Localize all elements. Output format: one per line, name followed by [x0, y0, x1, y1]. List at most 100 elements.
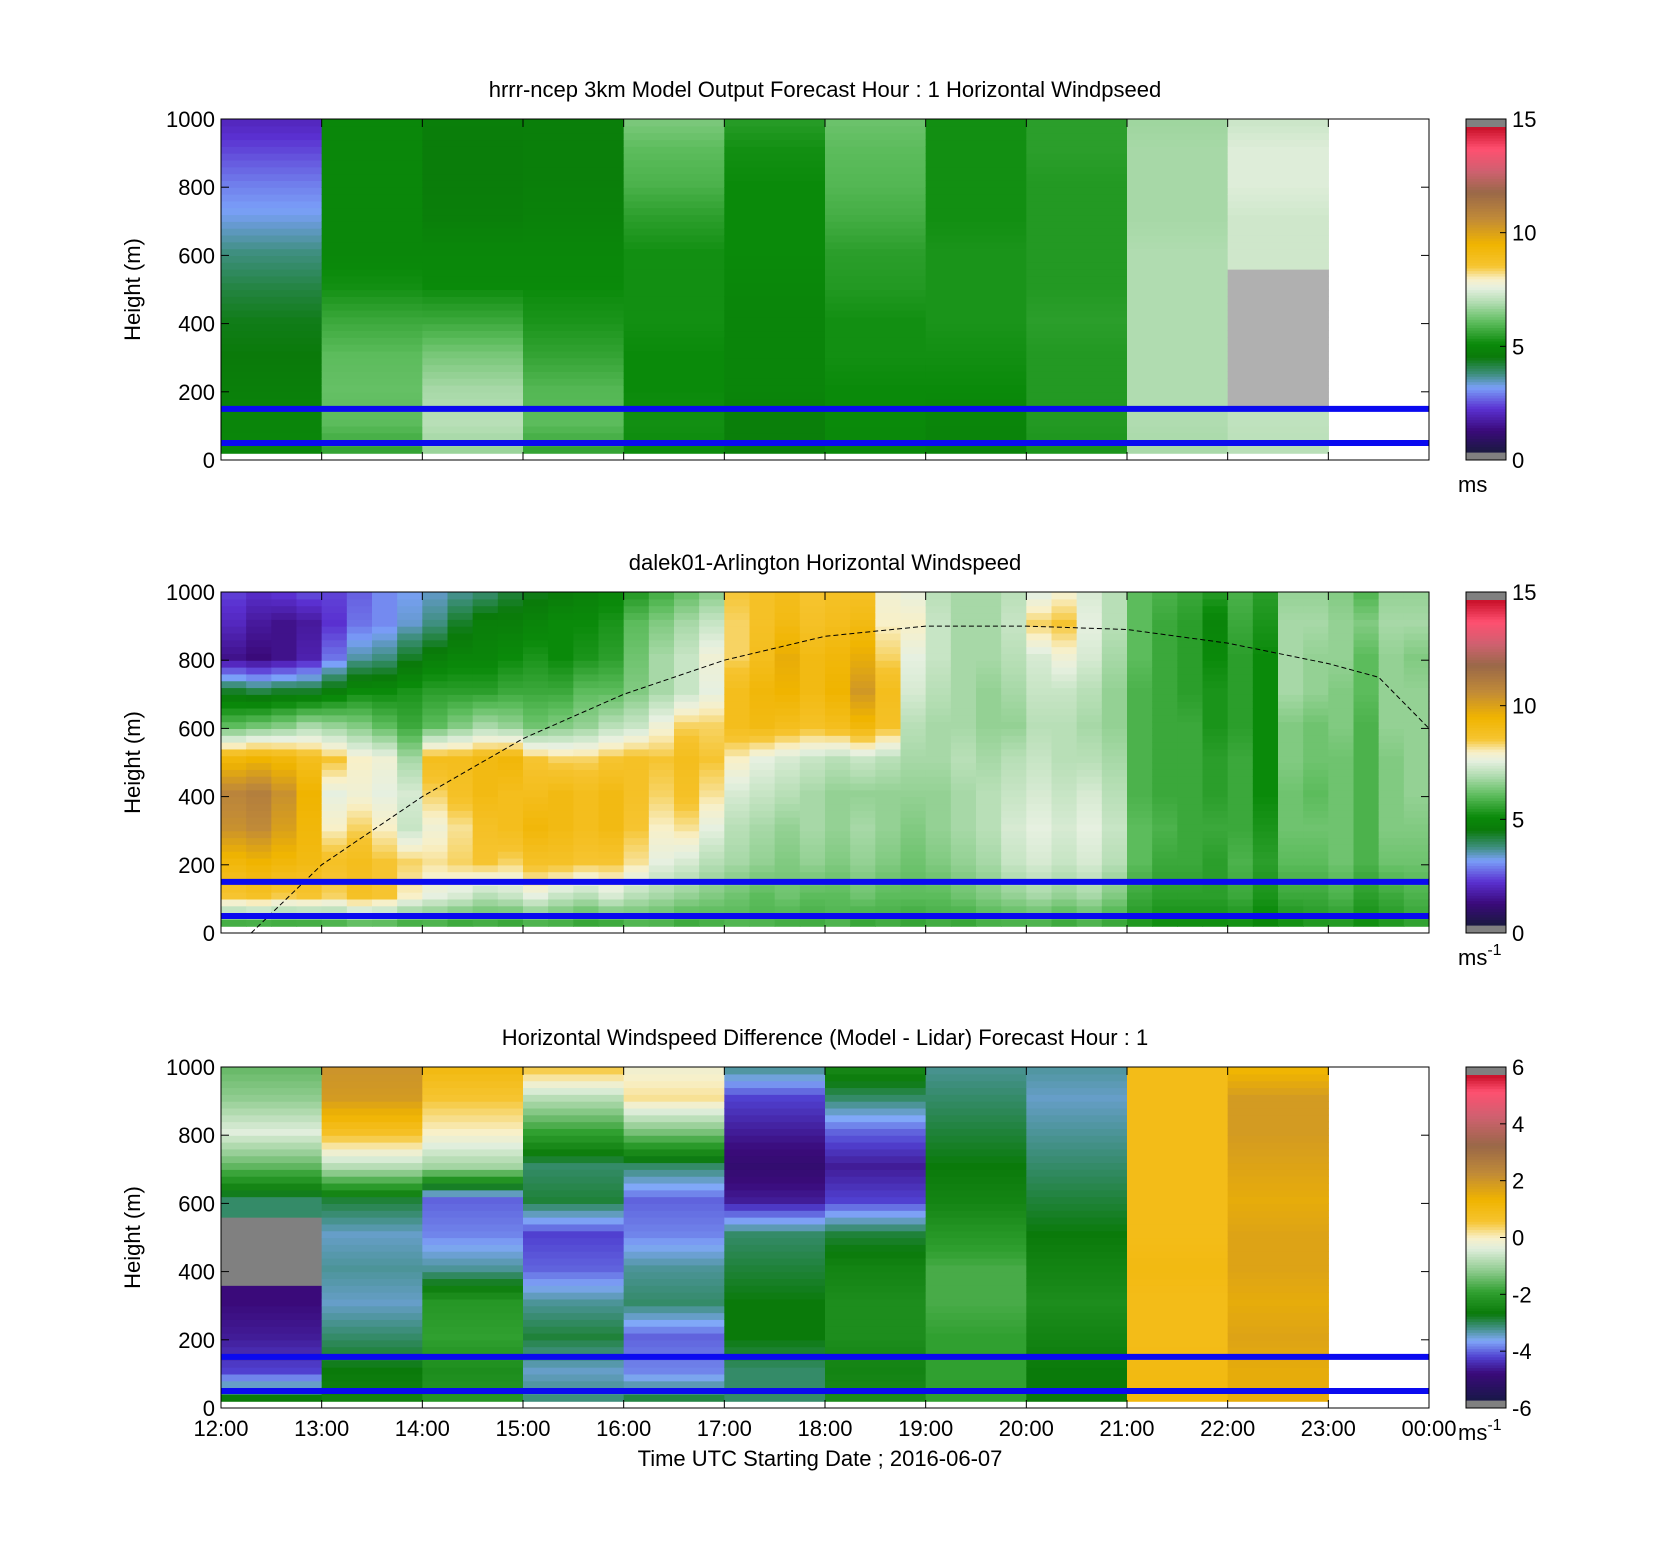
heatmap-cell — [900, 830, 927, 839]
heatmap-cell — [523, 837, 549, 845]
heatmap-cell — [925, 898, 952, 907]
heatmap-cell — [1227, 803, 1254, 811]
heatmap-cell — [397, 769, 423, 777]
heatmap-cell — [372, 830, 398, 839]
colorbar-swatch — [1466, 186, 1506, 190]
colorbar-swatch — [1466, 1161, 1506, 1165]
heatmap-cell — [875, 769, 902, 777]
heatmap-cell — [372, 776, 398, 784]
heatmap-cell — [573, 735, 600, 743]
heatmap-cell — [422, 667, 449, 675]
heatmap-cell — [523, 626, 549, 634]
heatmap-cell — [1227, 255, 1329, 263]
heatmap-cell — [397, 592, 423, 600]
heatmap-cell — [246, 653, 272, 661]
heatmap-cell — [925, 1176, 1027, 1184]
heatmap-cell — [246, 721, 272, 729]
heatmap-cell — [774, 701, 801, 709]
heatmap-cell — [573, 769, 600, 777]
heatmap-cell — [573, 728, 600, 736]
heatmap-cell — [950, 626, 977, 634]
heatmap-cell — [1403, 844, 1430, 852]
heatmap-cell — [799, 817, 826, 825]
heatmap-cell — [950, 769, 977, 777]
heatmap-cell — [699, 837, 725, 845]
heatmap-cell — [1227, 275, 1329, 284]
heatmap-cell — [1127, 412, 1229, 420]
heatmap-cell — [422, 905, 449, 914]
heatmap-cell — [1127, 1142, 1229, 1150]
heatmap-cell — [1152, 673, 1178, 682]
heatmap-cell — [523, 1298, 625, 1307]
heatmap-cell — [246, 844, 272, 852]
heatmap-cell — [648, 789, 675, 798]
heatmap-cell — [774, 735, 801, 743]
heatmap-cell — [1076, 632, 1103, 641]
heatmap-cell — [1026, 371, 1128, 379]
heatmap-cell — [422, 701, 449, 709]
heatmap-cell — [1328, 892, 1355, 900]
heatmap-cell — [1227, 1380, 1329, 1389]
heatmap-cell — [1378, 687, 1405, 695]
heatmap-cell — [296, 592, 323, 600]
heatmap-cell — [346, 837, 373, 845]
heatmap-cell — [950, 707, 977, 716]
heatmap-cell — [623, 173, 725, 181]
heatmap-cell — [1252, 619, 1279, 627]
heatmap-cell — [321, 1271, 423, 1280]
colorbar-swatch — [1466, 1316, 1506, 1320]
heatmap-cell — [623, 337, 725, 345]
heatmap-cell — [1026, 316, 1128, 325]
heatmap-cell — [623, 159, 725, 168]
heatmap-cell — [1227, 1360, 1329, 1368]
colorbar-swatch — [1466, 178, 1506, 182]
heatmap-cell — [850, 789, 876, 798]
heatmap-cell — [1278, 748, 1304, 757]
heatmap-cell — [900, 605, 927, 614]
colorbar-swatch — [1466, 1310, 1506, 1314]
heatmap-cell — [523, 1067, 625, 1075]
heatmap-cell — [523, 653, 549, 661]
heatmap-cell — [1227, 1114, 1329, 1123]
colorbar-swatch — [1466, 1248, 1506, 1252]
heatmap-cell — [422, 1319, 524, 1327]
heatmap-cell — [271, 885, 298, 893]
colorbar-swatch — [1466, 1213, 1506, 1217]
colorbar-swatch — [1466, 327, 1506, 331]
heatmap-cell — [925, 1285, 1027, 1293]
heatmap-cell — [321, 776, 348, 784]
heatmap-cell — [724, 639, 751, 648]
heatmap-cell — [1353, 667, 1380, 675]
heatmap-cell — [1127, 1339, 1229, 1348]
heatmap-cell — [1303, 905, 1329, 914]
heatmap-cell — [950, 892, 977, 900]
heatmap-cell — [623, 1121, 725, 1129]
heatmap-cell — [246, 626, 272, 634]
heatmap-cell — [925, 1169, 1027, 1177]
heatmap-cell — [422, 1367, 524, 1375]
heatmap-cell — [296, 823, 323, 832]
heatmap-cell — [724, 221, 826, 229]
heatmap-cell — [422, 350, 524, 359]
heatmap-cell — [422, 1305, 524, 1314]
heatmap-cell — [296, 748, 323, 757]
heatmap-cell — [523, 234, 625, 243]
heatmap-cell — [1026, 1107, 1128, 1116]
heatmap-cell — [372, 796, 398, 805]
colorbar-swatch — [1466, 205, 1506, 209]
colorbar-swatch — [1466, 422, 1506, 426]
heatmap-cell — [1101, 892, 1128, 900]
heatmap-cell — [271, 653, 298, 661]
heatmap-cell — [221, 1182, 323, 1191]
heatmap-cell — [221, 391, 323, 400]
heatmap-cell — [825, 187, 927, 195]
heatmap-cell — [1177, 898, 1204, 907]
heatmap-cell — [623, 1237, 725, 1245]
heatmap-cell — [648, 755, 675, 764]
heatmap-cell — [925, 837, 952, 845]
heatmap-cell — [623, 837, 650, 845]
colorbar-swatch — [1466, 1110, 1506, 1114]
heatmap-cell — [246, 871, 272, 880]
heatmap-cell — [925, 1271, 1027, 1280]
heatmap-cell — [674, 687, 700, 695]
